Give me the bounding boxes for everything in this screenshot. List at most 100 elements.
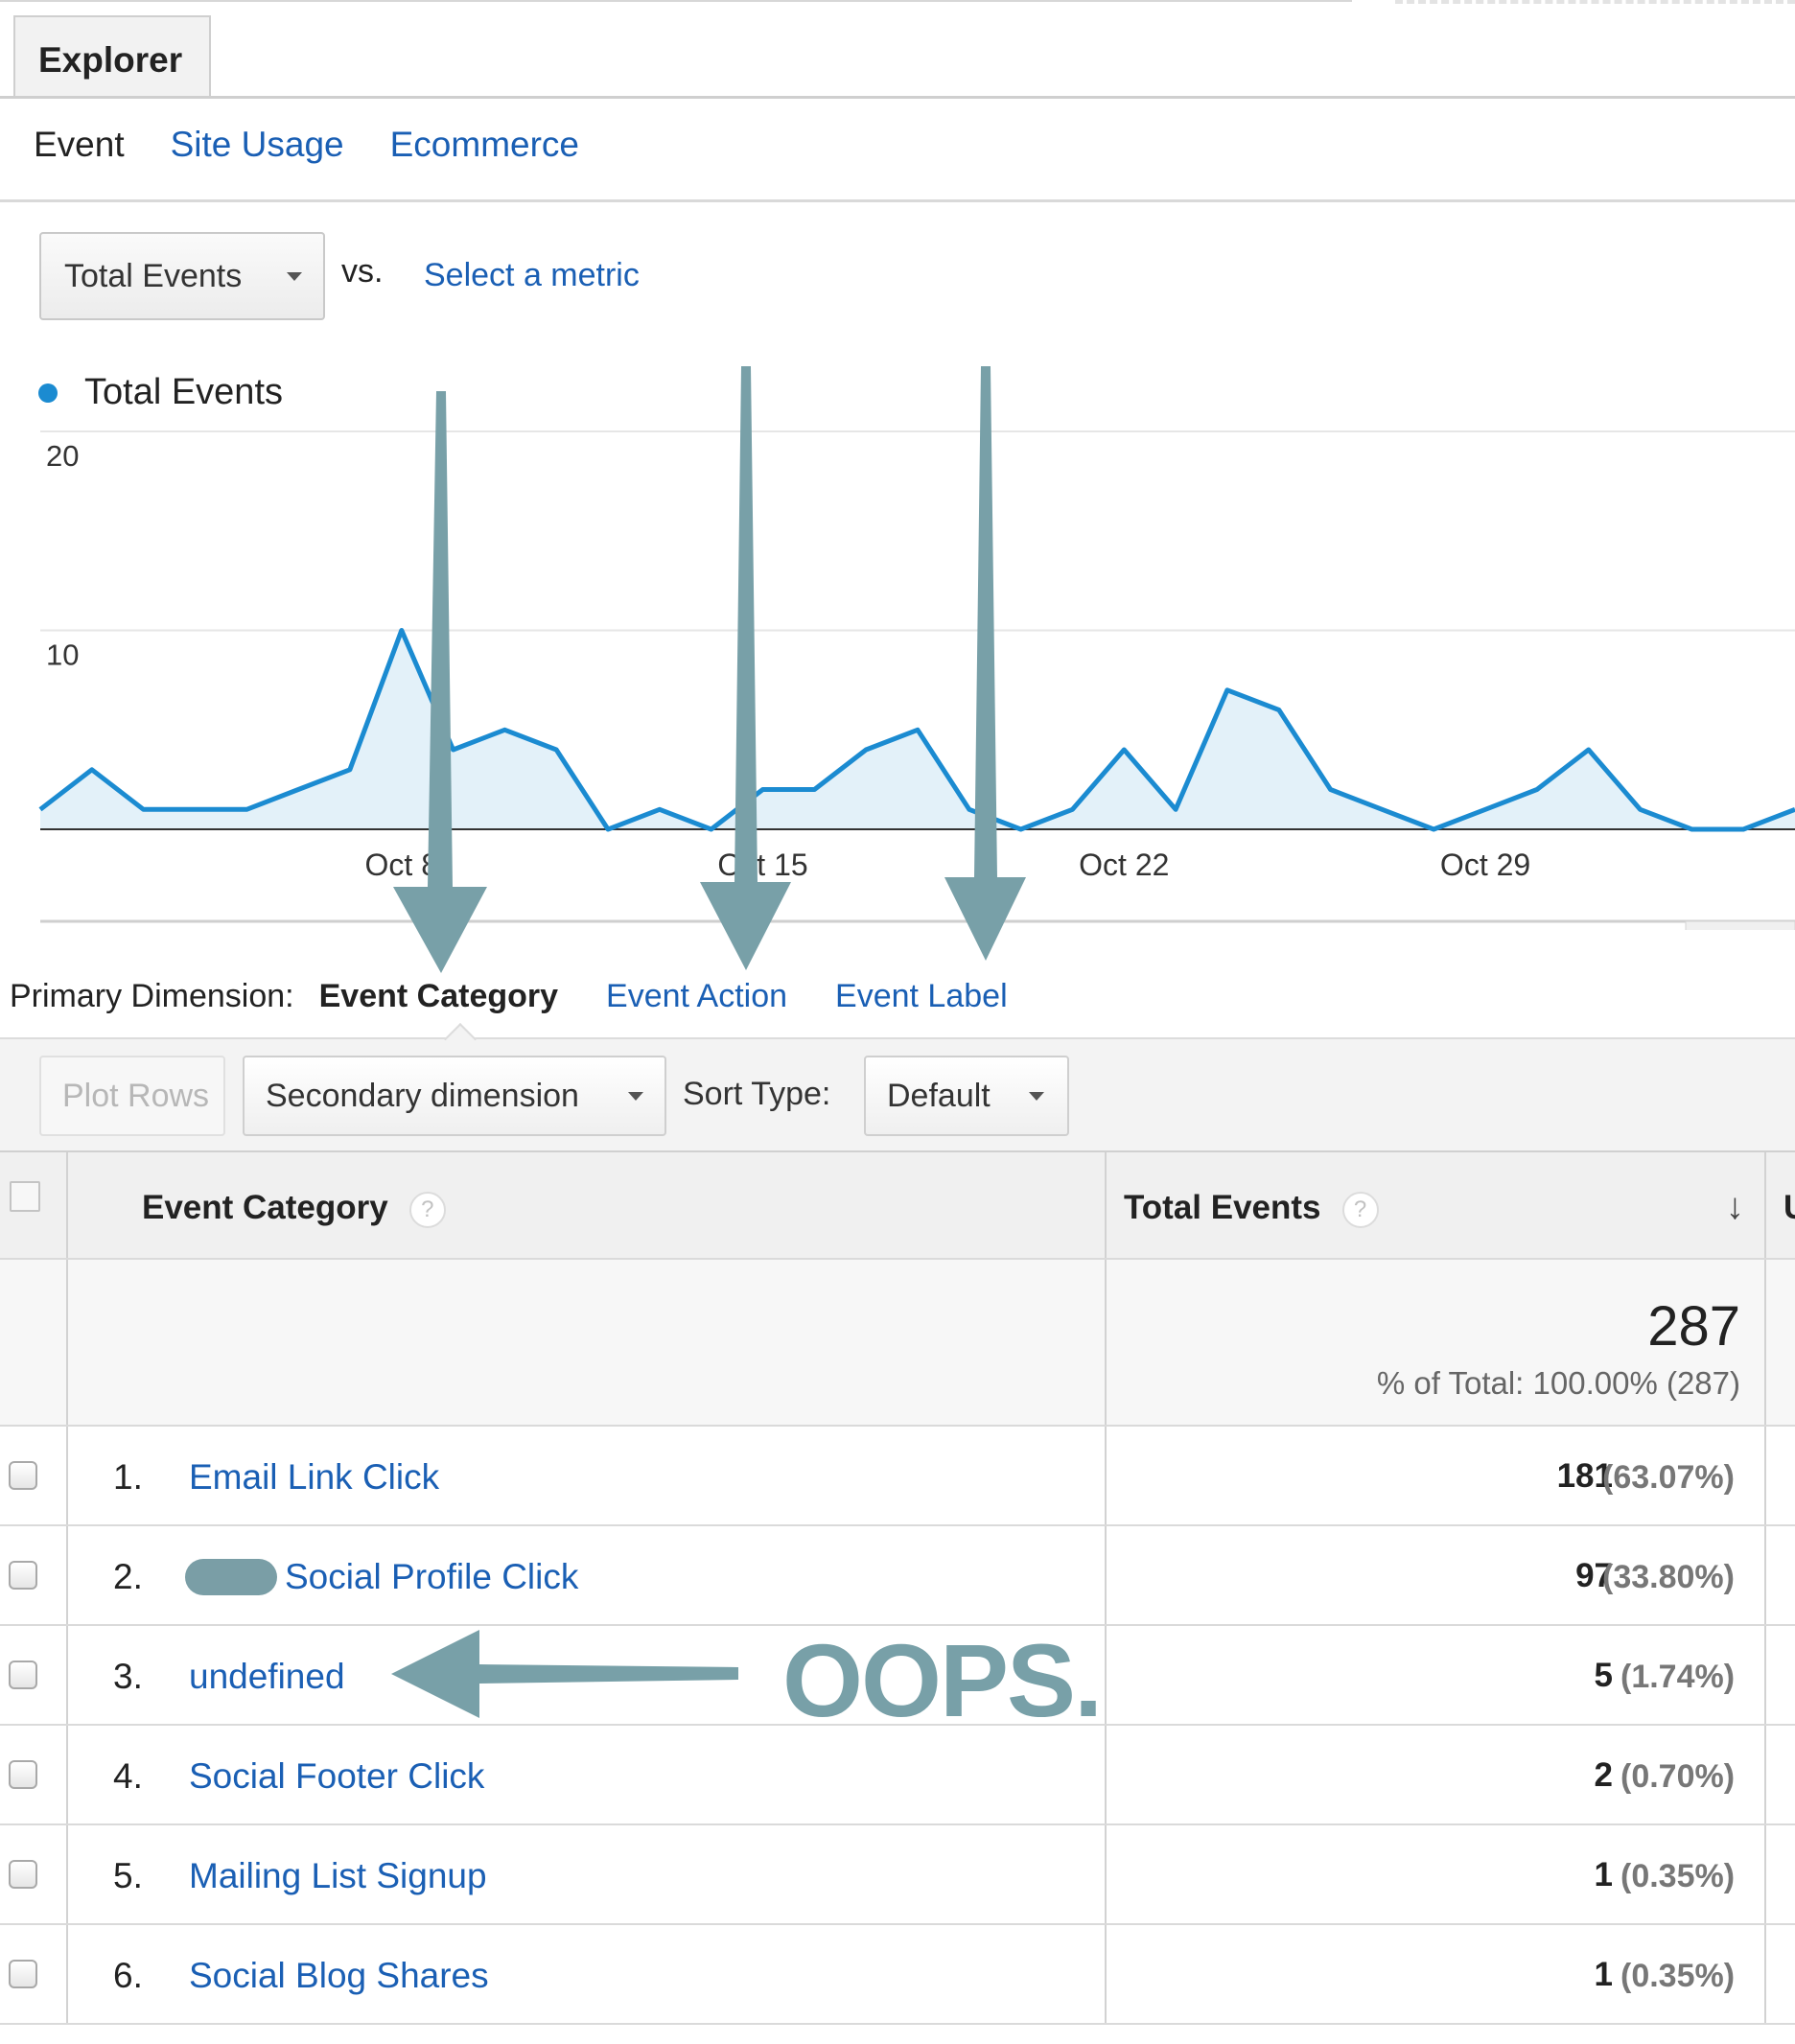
column-divider xyxy=(1764,1152,1766,1258)
column-divider xyxy=(1764,1260,1766,1425)
oops-annotation: OOPS. xyxy=(782,1622,1103,1738)
column-divider xyxy=(1764,1626,1766,1724)
column-divider xyxy=(1764,1526,1766,1624)
table-row: 6. Social Blog Shares 1 (0.35%) xyxy=(0,1925,1795,2025)
sort-descending-icon[interactable]: ↓ xyxy=(1726,1187,1744,1227)
table-row: 2. Social Profile Click 97 (33.80%) xyxy=(0,1526,1795,1626)
table-row: 5. Mailing List Signup 1 (0.35%) xyxy=(0,1825,1795,1925)
x-tick-label: Oct 8 xyxy=(365,848,438,882)
sort-type-label: Sort Type: xyxy=(683,1076,831,1112)
row-category-link[interactable]: Email Link Click xyxy=(189,1457,440,1497)
table-row: 1. Email Link Click 181 (63.07%) xyxy=(0,1427,1795,1526)
table-row: 3. undefined 5 (1.74%) xyxy=(0,1626,1795,1726)
row-category-link[interactable]: Social Blog Shares xyxy=(189,1956,489,1995)
legend-label: Total Events xyxy=(84,372,283,412)
help-icon[interactable]: ? xyxy=(408,1191,446,1228)
column-divider xyxy=(66,1260,68,1425)
column-header-event-category[interactable]: Event Category? xyxy=(142,1189,446,1228)
subtab-divider xyxy=(0,199,1795,202)
metric-dropdown[interactable]: Total Events xyxy=(39,232,325,320)
subtab-site-usage[interactable]: Site Usage xyxy=(170,125,344,164)
column-divider xyxy=(1105,1152,1107,1258)
column-divider xyxy=(66,1427,68,1524)
chevron-down-icon xyxy=(628,1092,643,1101)
column-divider xyxy=(66,1825,68,1923)
vs-label: vs. xyxy=(341,253,384,290)
row-rank: 1. xyxy=(113,1457,143,1497)
x-tick-label: Oct 22 xyxy=(1079,848,1169,882)
row-rank: 5. xyxy=(113,1856,143,1895)
dimension-event-label[interactable]: Event Label xyxy=(835,978,1008,1014)
row-rank: 4. xyxy=(113,1756,143,1796)
row-total-events: 181 xyxy=(1556,1457,1613,1495)
column-divider xyxy=(1764,1427,1766,1524)
row-total-events: 5 xyxy=(1594,1657,1613,1694)
column-divider xyxy=(66,1726,68,1823)
column-divider xyxy=(1105,1925,1107,2023)
row-checkbox[interactable] xyxy=(9,1661,37,1689)
column-divider xyxy=(66,1152,68,1258)
row-percent: (33.80%) xyxy=(1602,1559,1735,1595)
row-category-link[interactable]: Social Footer Click xyxy=(189,1756,485,1796)
row-checkbox[interactable] xyxy=(9,1561,37,1590)
help-icon[interactable]: ? xyxy=(1341,1191,1379,1228)
top-border xyxy=(0,0,1352,2)
select-all-checkbox[interactable] xyxy=(10,1181,40,1212)
toolbar-divider xyxy=(0,1150,1795,1153)
row-total-events: 97 xyxy=(1575,1557,1613,1594)
column-header-total-events[interactable]: Total Events? xyxy=(1124,1189,1379,1228)
table-header-row: Event Category? Total Events? ↓ U xyxy=(0,1152,1795,1260)
column-divider xyxy=(66,1925,68,2023)
total-events-percent: % of Total: 100.00% (287) xyxy=(1376,1365,1740,1401)
column-divider xyxy=(66,1626,68,1724)
row-category-link[interactable]: Mailing List Signup xyxy=(189,1856,487,1895)
column-divider xyxy=(66,1526,68,1624)
secondary-dimension-dropdown[interactable]: Secondary dimension xyxy=(243,1056,666,1136)
row-rank: 2. xyxy=(113,1557,143,1596)
row-percent: (0.35%) xyxy=(1620,1858,1736,1894)
column-divider xyxy=(1105,1260,1107,1425)
column-header-label: Total Events xyxy=(1124,1189,1321,1226)
row-percent: (0.70%) xyxy=(1620,1758,1736,1795)
column-header-next[interactable]: U xyxy=(1783,1189,1795,1227)
series-line xyxy=(38,628,1795,832)
sort-type-value: Default xyxy=(887,1078,991,1114)
row-category-link[interactable]: Social Profile Click xyxy=(285,1557,579,1596)
row-checkbox[interactable] xyxy=(9,1760,37,1789)
total-events-value: 287 xyxy=(1647,1295,1740,1358)
column-header-label: Event Category xyxy=(142,1189,388,1226)
row-rank: 6. xyxy=(113,1956,143,1995)
subtab-ecommerce[interactable]: Ecommerce xyxy=(389,125,580,164)
redacted-text-mark xyxy=(185,1559,277,1595)
sort-type-dropdown[interactable]: Default xyxy=(864,1056,1069,1136)
row-category-link[interactable]: undefined xyxy=(189,1657,345,1696)
row-percent: (63.07%) xyxy=(1602,1459,1735,1496)
metric-dropdown-label: Total Events xyxy=(64,258,243,294)
row-percent: (1.74%) xyxy=(1620,1659,1736,1695)
top-dashed-border xyxy=(1395,0,1795,4)
row-total-events: 1 xyxy=(1594,1956,1613,1993)
tab-explorer[interactable]: Explorer xyxy=(13,15,211,98)
column-divider xyxy=(1105,1427,1107,1524)
column-divider xyxy=(1105,1626,1107,1724)
chevron-down-icon xyxy=(1029,1092,1044,1101)
row-checkbox[interactable] xyxy=(9,1461,37,1490)
dimension-event-action[interactable]: Event Action xyxy=(606,978,788,1014)
plot-rows-button[interactable]: Plot Rows xyxy=(39,1056,225,1136)
chevron-down-icon xyxy=(287,272,302,281)
row-rank: 3. xyxy=(113,1657,143,1696)
row-checkbox[interactable] xyxy=(9,1960,37,1988)
legend-dot-icon xyxy=(38,383,58,403)
row-total-events: 2 xyxy=(1594,1756,1613,1794)
timeline-handle xyxy=(1685,920,1795,930)
column-divider xyxy=(1764,1925,1766,2023)
select-metric-link[interactable]: Select a metric xyxy=(424,257,640,293)
chart-legend: Total Events xyxy=(38,372,283,413)
column-divider xyxy=(1764,1825,1766,1923)
row-percent: (0.35%) xyxy=(1620,1958,1736,1994)
y-tick-label: 20 xyxy=(46,439,79,473)
row-checkbox[interactable] xyxy=(9,1860,37,1889)
column-divider xyxy=(1105,1526,1107,1624)
subtab-event[interactable]: Event xyxy=(34,125,125,164)
column-divider xyxy=(1105,1726,1107,1823)
